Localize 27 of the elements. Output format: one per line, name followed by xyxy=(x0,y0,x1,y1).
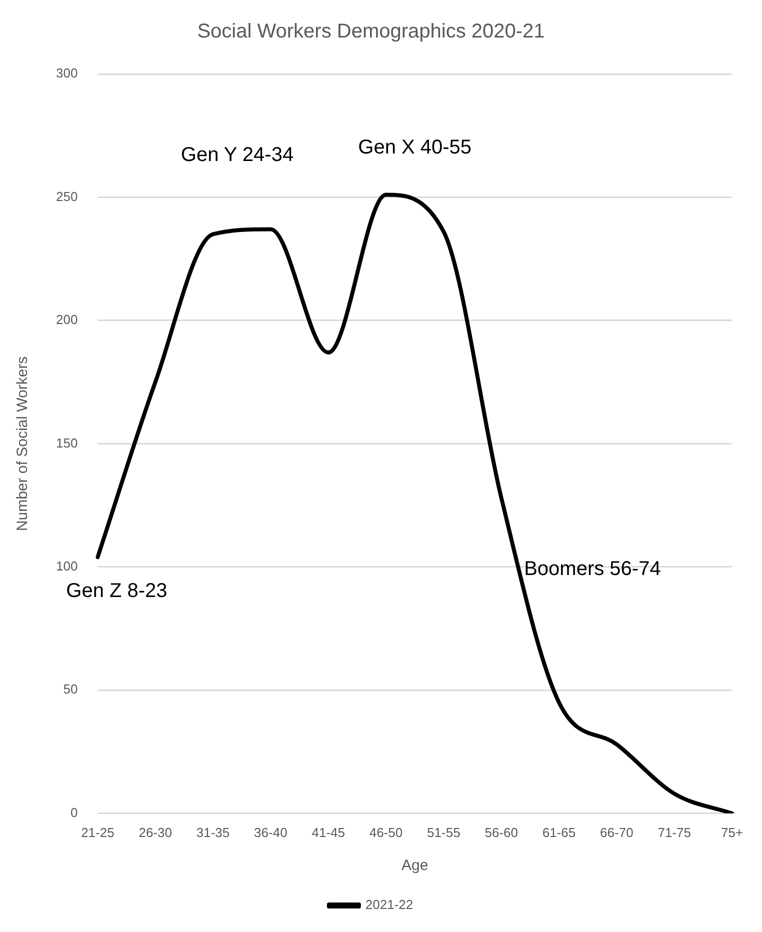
y-axis-title: Number of Social Workers xyxy=(14,356,32,532)
x-tick-label: 75+ xyxy=(720,824,744,840)
x-axis-title: Age xyxy=(401,857,428,874)
annotation: Gen Y 24-34 xyxy=(180,144,294,166)
y-tick-label: 150 xyxy=(56,435,78,450)
x-tick-label: 66-70 xyxy=(600,824,634,840)
x-tick-label: 56-60 xyxy=(484,824,518,840)
legend-label: 2021-22 xyxy=(365,897,414,912)
annotation: Gen Z 8-23 xyxy=(66,580,168,602)
y-tick-label: 50 xyxy=(63,682,78,697)
y-tick-label: 100 xyxy=(56,558,78,574)
y-tick-label: 300 xyxy=(56,66,78,81)
annotation: Gen X 40-55 xyxy=(358,136,472,158)
y-tick-label: 250 xyxy=(56,188,78,204)
x-tick-label: 31-35 xyxy=(196,824,230,840)
x-tick-label: 41-45 xyxy=(312,824,345,840)
chart-title: Social Workers Demographics 2020-21 xyxy=(197,20,545,43)
x-tick-label: 46-50 xyxy=(369,824,403,840)
x-tick-label: 21-25 xyxy=(81,824,114,840)
x-tick-label: 71-75 xyxy=(658,824,691,840)
x-tick-label: 61-65 xyxy=(542,824,576,840)
y-tick-label: 200 xyxy=(56,312,78,328)
y-tick-label: 0 xyxy=(70,804,78,820)
x-tick-label: 36-40 xyxy=(254,824,288,840)
annotation: Boomers 56-74 xyxy=(524,558,661,580)
x-tick-label: 51-55 xyxy=(427,824,460,840)
x-tick-label: 26-30 xyxy=(138,824,172,840)
